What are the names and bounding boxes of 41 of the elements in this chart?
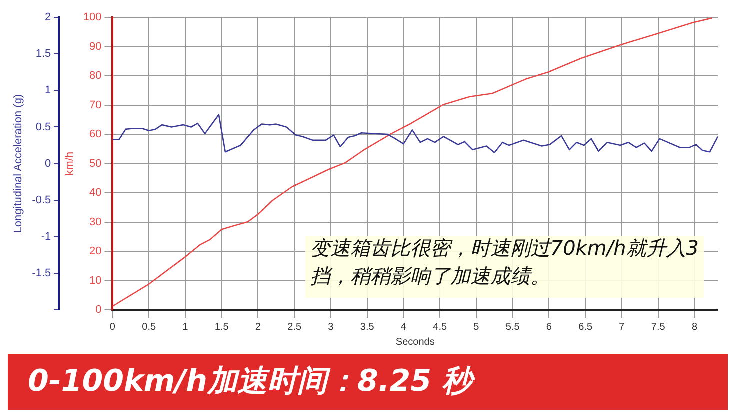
y-axis-title: Longitudinal Acceleration (g) (12, 94, 25, 234)
y2-tick-label: 10 (89, 274, 102, 287)
x-axis-title: Seconds (396, 336, 435, 348)
x-tick-label: 2 (255, 322, 262, 333)
y2-tick-label: 90 (89, 40, 102, 53)
annotation: 变速箱齿比很密，时速刚过70km/h就升入3挡，稍稍影响了加速成绩。 (310, 236, 700, 288)
y-tick-label: 0.5 (36, 121, 52, 134)
y2-tick-label: 60 (89, 128, 102, 141)
x-tick-label: 1 (182, 322, 189, 333)
x-tick-label: 6 (546, 322, 552, 333)
text: 0-100km/h加速时间：8.25 秒 (8, 354, 728, 410)
y2-tick-label: 0 (96, 304, 102, 316)
x-tick-label: 5 (474, 322, 480, 333)
x-tick-label: 0.5 (142, 322, 156, 333)
x-tick-label: 3 (328, 322, 334, 333)
x-tick-label: 5.5 (506, 322, 520, 333)
y-tick-label: -0.5 (32, 194, 52, 206)
y2-tick-label: 80 (89, 70, 102, 82)
y2-tick-label: 50 (89, 158, 102, 170)
y-tick-label: -1.5 (32, 267, 52, 280)
x-tick-label: 0 (110, 322, 116, 333)
y2-tick-label: 40 (89, 187, 102, 200)
x-tick-label: 3.5 (360, 322, 375, 333)
y-tick-label: 1.5 (36, 48, 52, 60)
x-tick-label: 1.5 (214, 322, 230, 333)
y-tick-label: 0 (45, 158, 52, 170)
x-tick-label: 8 (692, 322, 698, 333)
y2-tick-label: 30 (89, 216, 102, 228)
y-tick-label: 1 (45, 84, 52, 97)
y-tick-label: -1 (41, 230, 52, 243)
x-tick-label: 7 (619, 322, 626, 333)
y2-axis-title: km/h (64, 152, 76, 176)
x-tick-label: 4 (400, 322, 407, 333)
x-tick-label: 7.5 (651, 322, 666, 333)
y2-tick-label: 20 (89, 246, 102, 258)
y2-tick-label: 70 (89, 99, 102, 112)
y2-tick-label: 100 (83, 12, 102, 24)
x-tick-label: 2.5 (288, 322, 302, 333)
x-tick-label: 4.5 (433, 322, 448, 333)
y-tick-label: 2 (45, 12, 52, 24)
x-tick-label: 6.5 (578, 322, 593, 333)
